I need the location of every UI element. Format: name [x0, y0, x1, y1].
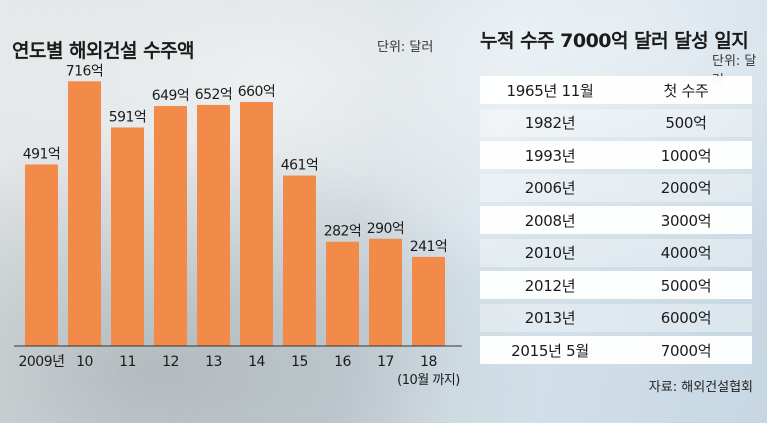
value-label-9: 241억 [410, 239, 448, 255]
bar-9 [412, 256, 445, 346]
tick-label-5: 14 [248, 354, 265, 370]
value-label-0: 491억 [23, 146, 61, 162]
bar-3 [154, 106, 187, 346]
milestone-year: 1982년 [524, 114, 576, 132]
source-note: 자료: 해외건설협회 [648, 380, 753, 395]
milestone-row: 2006년 2000억 [480, 173, 752, 202]
milestone-amount: 6000억 [660, 309, 712, 327]
tick-label-3: 12 [162, 354, 179, 370]
tick-label-8: 17 [377, 354, 394, 370]
value-label-2: 591억 [109, 109, 147, 125]
bar-7 [326, 241, 359, 346]
milestone-table: 1965년 11월 첫 수주 1982년 500억 1993년 1000억 2006년 200… [480, 76, 752, 369]
table-title: 누적 수주 7000억 달러 달성 일지 [480, 30, 749, 52]
value-label-7: 282억 [324, 224, 362, 240]
tick-label-6: 15 [291, 354, 308, 370]
tick-label-9: 18 [420, 354, 437, 370]
tick-labels: 2009년 10 11 12 13 14 15 16 17 18 [18, 354, 437, 370]
bar-5 [240, 101, 273, 346]
milestone-year: 1965년 11월 [506, 81, 594, 100]
milestone-row: 2015년 5월 7000억 [480, 336, 752, 364]
milestone-year: 2006년 [524, 179, 576, 197]
milestone-row: 2008년 3000억 [480, 206, 752, 234]
last-category-note: (10월 까지) [397, 373, 460, 388]
bar-chart: 491억 716억 591억 649억 652억 660억 461억 282억 290억 241억… [14, 63, 462, 388]
milestone-amount: 500억 [665, 114, 707, 132]
chart-title: 연도별 해외건설 수주액 [12, 40, 195, 62]
value-label-6: 461억 [281, 158, 319, 174]
milestone-amount: 5000억 [660, 276, 712, 295]
value-label-3: 649억 [152, 88, 190, 104]
milestone-amount: 첫 수주 [663, 81, 709, 100]
milestone-year: 2012년 [524, 276, 576, 295]
milestone-amount: 7000억 [660, 341, 712, 360]
milestone-year: 2013년 [524, 309, 576, 327]
tick-label-0: 2009년 [18, 354, 64, 370]
milestone-amount: 3000억 [660, 211, 712, 230]
milestone-year: 2008년 [524, 211, 576, 230]
bar-8 [369, 238, 402, 346]
milestone-amount: 4000억 [660, 244, 712, 262]
milestone-row: 2010년 4000억 [480, 238, 752, 267]
milestone-row: 2013년 6000억 [480, 303, 752, 332]
bars [25, 81, 445, 346]
tick-label-7: 16 [334, 354, 351, 370]
bar-4 [197, 104, 230, 346]
tick-label-4: 13 [205, 354, 222, 370]
bar-0 [25, 164, 58, 346]
value-labels: 491억 716억 591억 649억 652억 660억 461억 282억 290억 241억 [23, 63, 448, 255]
bar-2 [111, 127, 144, 346]
milestone-year: 2015년 5월 [511, 341, 589, 360]
milestone-year: 1993년 [524, 146, 576, 165]
milestone-row: 2012년 5000억 [480, 271, 752, 299]
milestone-row: 1982년 500억 [480, 108, 752, 137]
tick-label-1: 10 [76, 354, 93, 370]
value-label-4: 652억 [195, 87, 233, 103]
value-label-1: 716억 [66, 63, 104, 79]
milestone-row: 1965년 11월 첫 수주 [480, 76, 752, 104]
milestone-amount: 1000억 [660, 146, 712, 165]
tick-label-2: 11 [119, 354, 136, 370]
value-label-8: 290억 [367, 221, 405, 237]
bar-1 [68, 81, 101, 346]
chart-unit: 단위: 달러 [377, 40, 434, 55]
bar-6 [283, 175, 316, 346]
value-label-5: 660억 [238, 84, 276, 100]
milestone-row: 1993년 1000억 [480, 141, 752, 169]
milestone-year: 2010년 [524, 244, 576, 262]
milestone-amount: 2000억 [660, 179, 712, 197]
